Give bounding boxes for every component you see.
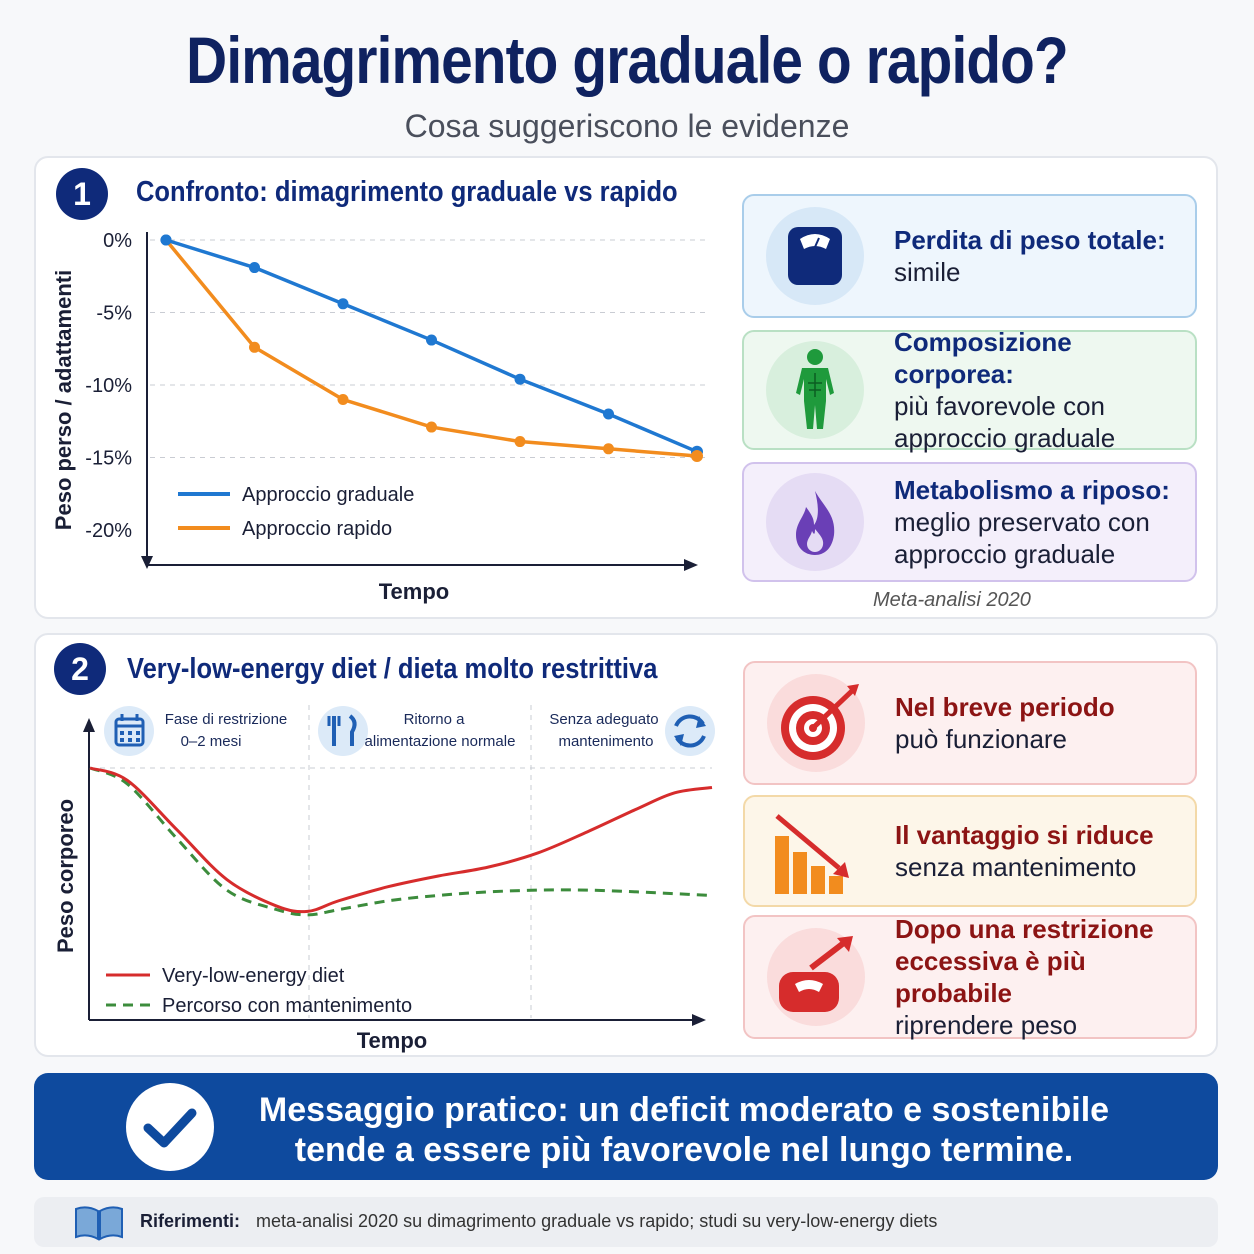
card-heading: Perdita di peso totale: bbox=[894, 225, 1166, 255]
phase-label-line: Ritorno a bbox=[404, 711, 466, 728]
phase-restriction: Fase di restrizione 0–2 mesi bbox=[104, 706, 287, 756]
card-body: simile bbox=[894, 257, 961, 287]
y-tick-label: -5% bbox=[96, 303, 132, 325]
card-body-line: approccio graduale bbox=[894, 423, 1116, 453]
card-body-line: più favorevole con bbox=[894, 391, 1106, 421]
phase-label-line: alimentazione normale bbox=[365, 733, 516, 750]
card-heading-line: Dopo una restrizione bbox=[895, 914, 1154, 944]
phase-no-maintenance: Senza adeguato mantenimento bbox=[549, 706, 715, 756]
y-tick-label: -10% bbox=[85, 375, 132, 397]
phase-label-line: Senza adeguato bbox=[549, 711, 658, 728]
y-axis-arrow bbox=[83, 718, 95, 732]
y-tick-label: -20% bbox=[85, 520, 132, 542]
page-title: Dimagrimento graduale o rapido? bbox=[186, 23, 1068, 97]
card-total-weight-loss: Perdita di peso totale: simile bbox=[742, 194, 1197, 318]
card-short-term: Nel breve periodo può funzionare bbox=[743, 661, 1197, 785]
card-body: può funzionare bbox=[895, 724, 1068, 754]
y-tick-label: 0% bbox=[103, 230, 132, 252]
data-point bbox=[603, 443, 614, 455]
section-1-number: 1 bbox=[56, 168, 108, 220]
legend-label: Very-low-energy diet bbox=[162, 965, 345, 987]
y-axis-title: Peso corporeo bbox=[53, 799, 78, 953]
section-2-panel: 2 Very-low-energy diet / dieta molto res… bbox=[34, 633, 1218, 1057]
y-axis-arrow bbox=[141, 556, 153, 569]
x-axis-title: Tempo bbox=[357, 1028, 427, 1053]
x-axis-arrow bbox=[692, 1014, 706, 1026]
data-point bbox=[426, 421, 437, 433]
data-point bbox=[249, 262, 260, 274]
data-point bbox=[337, 298, 349, 310]
phase-return-to-normal: Ritorno a alimentazione normale bbox=[318, 706, 515, 756]
source-note: Meta-analisi 2020 bbox=[873, 589, 1031, 611]
card-body-composition: Composizione corporea: più favorevole co… bbox=[742, 327, 1197, 453]
card-heading: Il vantaggio si riduce bbox=[895, 820, 1154, 850]
section-2-title: Very-low-energy diet / dieta molto restr… bbox=[127, 653, 658, 685]
card-regain-weight: Dopo una restrizione eccessiva è più pro… bbox=[743, 914, 1197, 1040]
book-icon bbox=[75, 1206, 123, 1241]
card-body: senza mantenimento bbox=[895, 852, 1137, 882]
body-icon bbox=[796, 349, 834, 429]
data-point bbox=[514, 373, 526, 385]
series-line-vled bbox=[89, 766, 713, 914]
section-1-title: Confronto: dimagrimento graduale vs rapi… bbox=[136, 176, 678, 208]
scale-up-icon bbox=[779, 936, 853, 1012]
data-point bbox=[160, 234, 172, 246]
data-point bbox=[337, 394, 349, 405]
y-tick-label: -15% bbox=[85, 448, 132, 470]
card-resting-metabolism: Metabolismo a riposo: meglio preservato … bbox=[742, 462, 1197, 582]
y-axis-title: Peso perso / adattamenti bbox=[51, 270, 76, 530]
calendar-icon bbox=[114, 714, 145, 747]
phase-label-line: Fase di restrizione bbox=[165, 711, 288, 728]
page-subtitle: Cosa suggeriscono le evidenze bbox=[404, 108, 850, 144]
data-point bbox=[691, 450, 703, 463]
x-axis-arrow bbox=[684, 559, 698, 571]
section-2-number: 2 bbox=[54, 643, 106, 695]
references-text: meta-analisi 2020 su dimagrimento gradua… bbox=[256, 1211, 938, 1231]
banner-line-1: Messaggio pratico: un deficit moderato e… bbox=[258, 1091, 1110, 1129]
checkmark-icon bbox=[143, 1108, 197, 1148]
series-line-maintenance bbox=[89, 766, 713, 917]
data-point bbox=[603, 408, 614, 420]
references-label: Riferimenti: bbox=[140, 1211, 241, 1231]
cutlery-icon bbox=[327, 714, 357, 746]
data-point bbox=[249, 341, 260, 353]
flame-icon bbox=[796, 491, 835, 555]
card-advantage-reduces: Il vantaggio si riduce senza manteniment… bbox=[743, 795, 1197, 907]
card-heading: Nel breve periodo bbox=[895, 692, 1115, 722]
card-heading: Metabolismo a riposo: bbox=[894, 475, 1170, 505]
section-1-panel: 1 Confronto: dimagrimento graduale vs ra… bbox=[34, 156, 1218, 619]
x-axis-title: Tempo bbox=[379, 579, 449, 604]
legend-label: Approccio rapido bbox=[242, 518, 392, 540]
scale-icon bbox=[788, 227, 842, 285]
target-icon bbox=[781, 684, 859, 760]
phase-label-line: mantenimento bbox=[558, 733, 653, 750]
references-bar: Riferimenti: meta-analisi 2020 su dimagr… bbox=[34, 1197, 1218, 1247]
legend-label: Approccio graduale bbox=[242, 484, 414, 506]
cycle-icon bbox=[674, 714, 706, 748]
practical-message-banner: Messaggio pratico: un deficit moderato e… bbox=[34, 1073, 1218, 1180]
card-heading: Composizione corporea: bbox=[894, 327, 1072, 389]
card-body-line: meglio preservato con bbox=[894, 507, 1150, 537]
banner-line-2: tende a essere più favorevole nel lungo … bbox=[294, 1131, 1074, 1169]
card-heading-line: eccessiva è più probabile bbox=[895, 946, 1086, 1008]
data-point bbox=[514, 436, 526, 448]
legend-label: Percorso con mantenimento bbox=[162, 995, 412, 1017]
phase-label-line: 0–2 mesi bbox=[181, 733, 242, 750]
card-body: riprendere peso bbox=[895, 1010, 1078, 1040]
declining-bars-icon bbox=[775, 814, 849, 894]
card-body-line: approccio graduale bbox=[894, 539, 1116, 569]
data-point bbox=[426, 334, 437, 346]
